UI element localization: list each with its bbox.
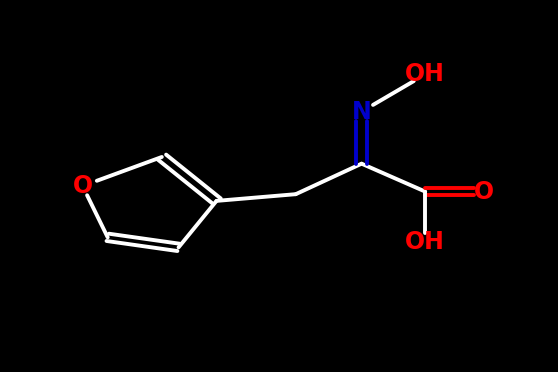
Text: N: N [352, 100, 372, 124]
Text: O: O [73, 174, 93, 198]
Text: O: O [474, 180, 494, 203]
Text: OH: OH [405, 62, 445, 86]
Text: OH: OH [405, 230, 445, 254]
